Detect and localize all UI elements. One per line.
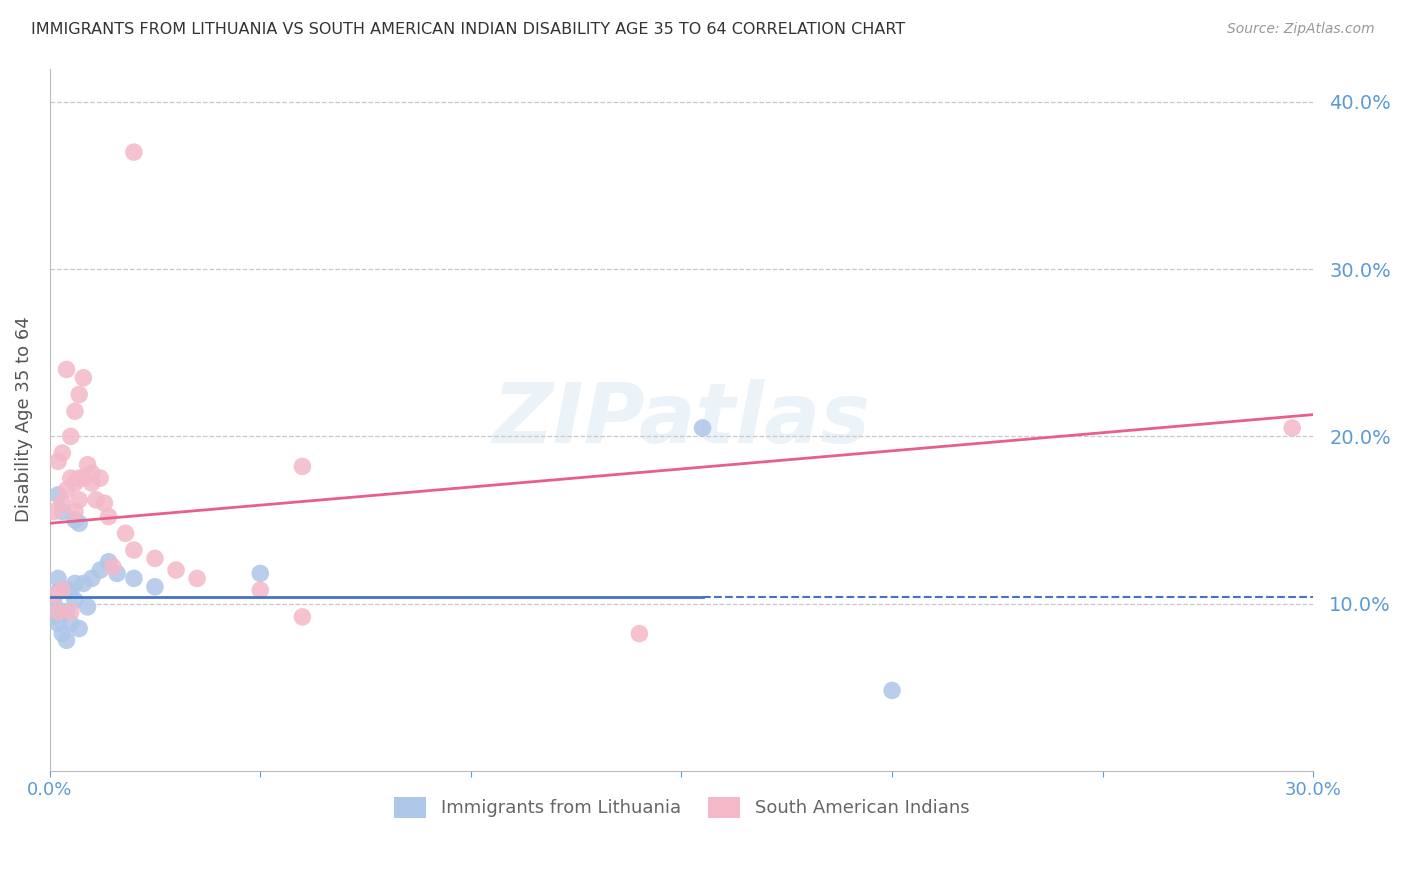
Point	[46, 571, 69, 585]
Point	[63, 593, 86, 607]
Point	[101, 559, 124, 574]
Legend: Immigrants from Lithuania, South American Indians: Immigrants from Lithuania, South America…	[387, 789, 977, 825]
Point	[59, 616, 82, 631]
Point	[59, 429, 82, 443]
Point	[59, 583, 82, 598]
Point	[55, 483, 77, 497]
Point	[51, 504, 73, 518]
Point	[67, 387, 90, 401]
Point	[97, 509, 120, 524]
Point	[72, 576, 94, 591]
Point	[51, 583, 73, 598]
Point	[249, 583, 271, 598]
Point	[67, 622, 90, 636]
Point	[46, 605, 69, 619]
Y-axis label: Disability Age 35 to 64: Disability Age 35 to 64	[15, 317, 32, 523]
Point	[42, 610, 65, 624]
Point	[63, 404, 86, 418]
Point	[72, 371, 94, 385]
Point	[55, 362, 77, 376]
Point	[51, 605, 73, 619]
Point	[628, 626, 651, 640]
Point	[84, 492, 107, 507]
Point	[42, 588, 65, 602]
Text: Source: ZipAtlas.com: Source: ZipAtlas.com	[1227, 22, 1375, 37]
Text: IMMIGRANTS FROM LITHUANIA VS SOUTH AMERICAN INDIAN DISABILITY AGE 35 TO 64 CORRE: IMMIGRANTS FROM LITHUANIA VS SOUTH AMERI…	[31, 22, 905, 37]
Point	[63, 476, 86, 491]
Point	[143, 551, 166, 566]
Point	[80, 571, 103, 585]
Point	[186, 571, 208, 585]
Point	[67, 516, 90, 531]
Point	[42, 504, 65, 518]
Point	[67, 492, 90, 507]
Point	[46, 454, 69, 468]
Point	[46, 488, 69, 502]
Point	[46, 584, 69, 599]
Point	[97, 555, 120, 569]
Point	[76, 599, 98, 614]
Point	[55, 605, 77, 619]
Point	[59, 471, 82, 485]
Point	[63, 513, 86, 527]
Point	[692, 421, 714, 435]
Point	[105, 566, 128, 581]
Point	[46, 616, 69, 631]
Text: ZIPatlas: ZIPatlas	[492, 379, 870, 460]
Point	[59, 605, 82, 619]
Point	[51, 626, 73, 640]
Point	[63, 576, 86, 591]
Point	[63, 504, 86, 518]
Point	[291, 459, 314, 474]
Point	[249, 566, 271, 581]
Point	[291, 610, 314, 624]
Point	[51, 446, 73, 460]
Point	[122, 571, 145, 585]
Point	[1281, 421, 1303, 435]
Point	[51, 496, 73, 510]
Point	[76, 458, 98, 472]
Point	[122, 543, 145, 558]
Point	[80, 466, 103, 480]
Point	[67, 471, 90, 485]
Point	[880, 683, 903, 698]
Point	[55, 633, 77, 648]
Point	[93, 496, 115, 510]
Point	[72, 471, 94, 485]
Point	[89, 471, 111, 485]
Point	[114, 526, 136, 541]
Point	[89, 563, 111, 577]
Point	[55, 583, 77, 598]
Point	[80, 476, 103, 491]
Point	[143, 580, 166, 594]
Point	[42, 597, 65, 611]
Point	[122, 145, 145, 160]
Point	[165, 563, 187, 577]
